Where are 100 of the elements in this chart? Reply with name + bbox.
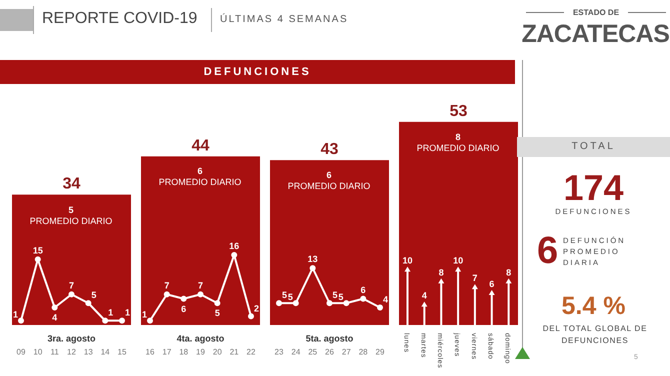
- point: [214, 300, 220, 306]
- point: [343, 300, 350, 306]
- text: 5.4 %: [560, 292, 626, 321]
- point: [404, 266, 410, 272]
- x-tick-label: 19: [196, 348, 206, 357]
- data-label: 4: [422, 290, 427, 301]
- chart-title: REPORTE COVID-19: [42, 10, 198, 28]
- x-tick-label: 25: [308, 348, 318, 357]
- annotation: PROMEDIO DIARIO: [158, 177, 242, 188]
- data-label: 4: [383, 294, 388, 304]
- point: [164, 291, 170, 298]
- data-label: 7: [164, 280, 170, 290]
- point: [102, 318, 108, 324]
- point: [360, 296, 366, 302]
- data-label: 10: [402, 256, 413, 266]
- point: [180, 296, 187, 302]
- annotation: 6: [196, 166, 204, 176]
- point: [248, 313, 254, 320]
- annotation: 5: [67, 204, 74, 215]
- data-label: 7: [472, 273, 478, 284]
- annotation: PROMEDIO DIARIO: [28, 216, 114, 226]
- point: [198, 291, 204, 298]
- point: [231, 252, 238, 258]
- x-tick-label: 14: [100, 348, 110, 357]
- text: DEL TOTAL GLOBAL DE DEFUNCIONES: [542, 323, 648, 347]
- point: [119, 318, 125, 324]
- point: [85, 300, 92, 306]
- x-tick-label: 11: [50, 348, 60, 357]
- text: ESTADO DE: [572, 8, 620, 17]
- data-label: 4: [52, 312, 58, 322]
- text: 6: [537, 230, 558, 273]
- data-label: 10: [453, 256, 464, 266]
- data-label: 8: [506, 267, 512, 278]
- data-label: 13: [308, 254, 318, 264]
- x-tick-label: 10: [33, 348, 43, 357]
- data-label: 5: [332, 290, 338, 300]
- bar: [12, 194, 131, 325]
- point: [488, 290, 495, 295]
- data-label: 1: [108, 308, 114, 318]
- data-label: 5: [282, 290, 288, 300]
- x-tick-label: 20: [212, 348, 222, 357]
- point: [438, 278, 444, 284]
- annotation: PROMEDIO DIARIO: [416, 142, 500, 153]
- data-label: 43: [320, 141, 338, 158]
- bar: [399, 122, 518, 325]
- text: 174: [562, 167, 625, 208]
- data-label: 16: [229, 241, 240, 251]
- x-tick-label: 26: [325, 348, 334, 357]
- bar: [270, 160, 389, 325]
- data-label: 5: [338, 292, 344, 302]
- data-label: 7: [198, 280, 204, 290]
- point: [34, 256, 41, 262]
- x-tick-label: 09: [16, 348, 26, 357]
- x-tick-label: 18: [179, 348, 189, 357]
- data-label: 6: [489, 279, 494, 289]
- x-tick-label: 15: [118, 348, 127, 357]
- data-label: 1: [142, 310, 147, 320]
- x-tick-label: 28: [358, 348, 368, 357]
- data-label: 5: [214, 308, 220, 318]
- data-label: 5: [91, 290, 96, 300]
- data-label: 34: [62, 176, 80, 193]
- text: TOTAL: [570, 141, 616, 152]
- point: [276, 300, 282, 306]
- x-tick-label: 4ta. agosto: [176, 333, 225, 344]
- point: [147, 318, 153, 324]
- data-label: 1: [125, 308, 130, 318]
- x-tick-label: 23: [274, 348, 284, 357]
- point: [506, 278, 512, 284]
- x-tick-label: 29: [376, 348, 385, 357]
- data-label: 15: [32, 245, 43, 256]
- point: [455, 266, 462, 272]
- data-label: 1: [12, 310, 18, 320]
- bar: [141, 156, 260, 325]
- data-label: 2: [254, 303, 260, 314]
- annotation: 6: [325, 170, 332, 180]
- point: [421, 302, 428, 307]
- point: [52, 304, 58, 310]
- annotation: 8: [454, 132, 462, 142]
- point: [310, 265, 316, 272]
- data-label: 44: [192, 137, 210, 154]
- x-tick-label: 24: [291, 348, 301, 357]
- data-label: 6: [360, 284, 366, 295]
- data-label: 53: [450, 102, 468, 120]
- x-tick-label: 16: [146, 348, 155, 357]
- point: [326, 300, 332, 306]
- x-tick-label: 21: [230, 348, 240, 357]
- x-tick-label: 27: [342, 348, 352, 357]
- x-tick-label: 13: [84, 348, 94, 357]
- text: ZACATECAS: [521, 20, 670, 49]
- point: [472, 284, 478, 290]
- point: [18, 318, 24, 324]
- point: [377, 304, 383, 310]
- data-label: 5: [288, 292, 293, 302]
- x-tick-label: 3ra. agosto: [47, 333, 96, 344]
- point: [68, 291, 74, 298]
- annotation: PROMEDIO DIARIO: [286, 181, 372, 192]
- x-tick-label: 22: [246, 348, 256, 357]
- x-tick-label: 12: [67, 348, 76, 357]
- x-tick-label: 17: [162, 348, 172, 357]
- data-label: 6: [181, 304, 186, 314]
